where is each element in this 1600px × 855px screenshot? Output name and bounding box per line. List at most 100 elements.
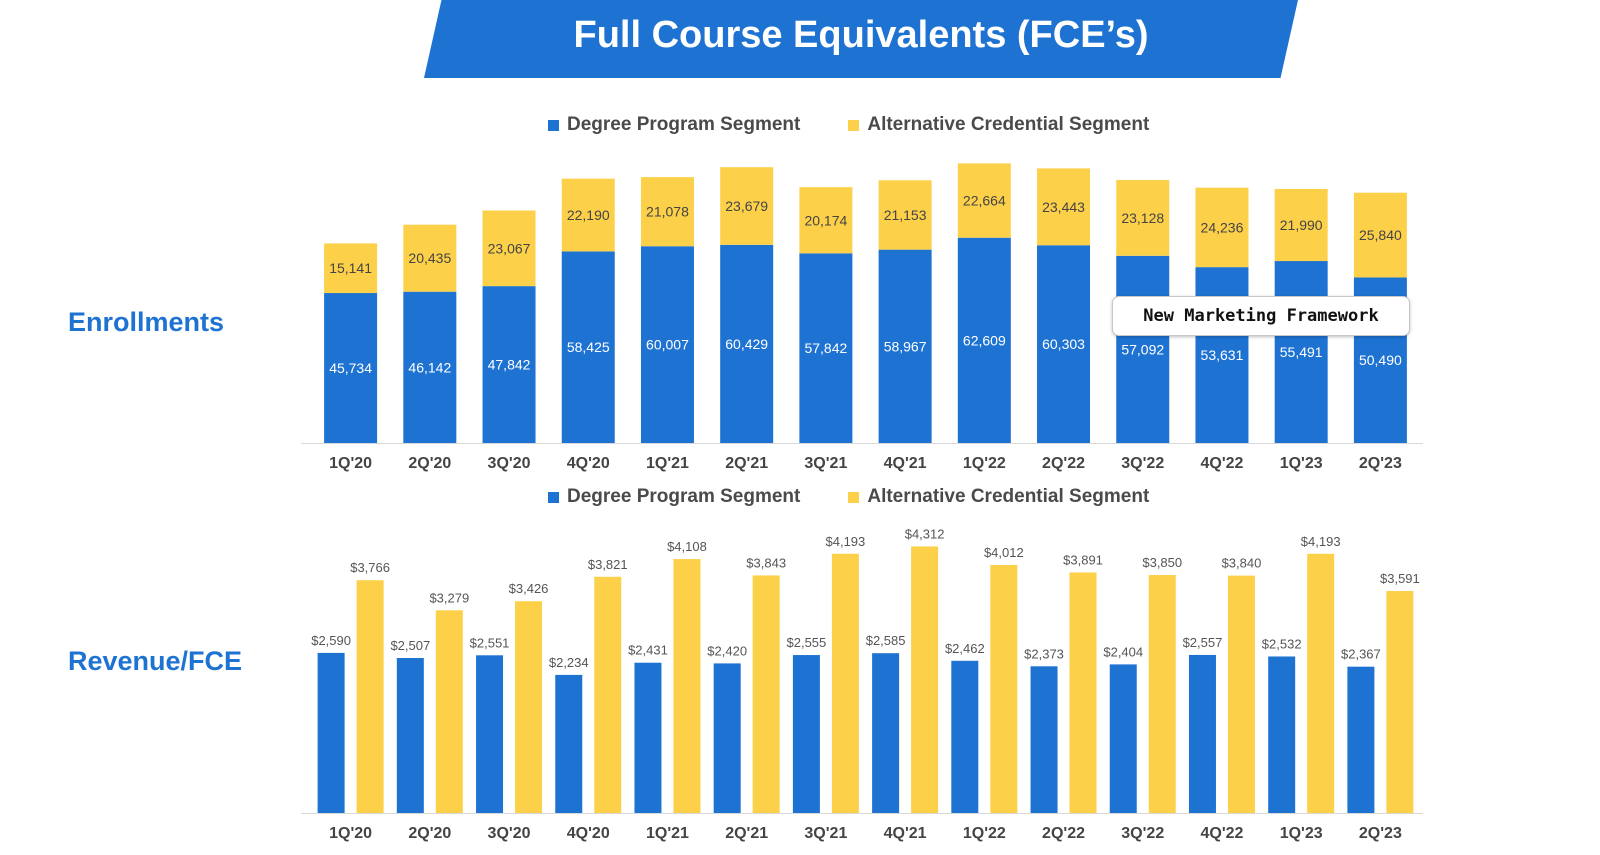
- data-label-alternative: 22,664: [963, 193, 1006, 209]
- x-tick-label: 3Q'20: [488, 455, 531, 472]
- bar-degree-4Q'20: [555, 674, 583, 813]
- x-tick-label: 4Q'22: [1200, 455, 1243, 472]
- bar-alternative-2Q'20: [403, 224, 457, 292]
- x-tick-label: 3Q'21: [804, 455, 847, 472]
- legend-alternative-label: Alternative Credential Segment: [867, 114, 1150, 135]
- x-tick-label: 2Q'23: [1359, 825, 1402, 842]
- data-label-degree: 55,491: [1280, 344, 1323, 360]
- page-title: Full Course Equivalents (FCE’s): [573, 14, 1149, 56]
- bar-degree-2Q'22: [1030, 666, 1058, 813]
- data-label-alternative: $3,843: [746, 555, 786, 570]
- revenue-chart: $2,590 $3,766 1Q'20 $2,507 $3,279 2Q'20 $2,551…: [301, 526, 1423, 842]
- bar-degree-3Q'20: [482, 286, 536, 443]
- bar-alternative-4Q'21: [878, 180, 932, 250]
- x-tick-label: 1Q'21: [646, 455, 689, 472]
- bar-alternative-1Q'21: [673, 559, 701, 813]
- legend-degree-label: Degree Program Segment: [567, 114, 801, 135]
- data-label-degree: 57,092: [1121, 341, 1164, 357]
- data-label-degree: $2,373: [1024, 646, 1064, 661]
- x-tick-label: 2Q'21: [725, 825, 768, 842]
- data-label-degree: $2,367: [1341, 647, 1381, 662]
- data-label-degree: 45,734: [329, 360, 372, 376]
- x-tick-label: 4Q'20: [567, 455, 610, 472]
- bar-degree-2Q'20: [396, 658, 424, 813]
- legend-alternative: Alternative Credential Segment: [848, 114, 1149, 136]
- bar-alternative-1Q'23: [1274, 188, 1328, 262]
- legend-swatch-yellow: [848, 119, 860, 131]
- bar-degree-1Q'22: [951, 660, 979, 813]
- data-label-degree: 53,631: [1201, 347, 1244, 363]
- x-tick-label: 1Q'20: [329, 825, 372, 842]
- data-label-alternative: 21,153: [884, 207, 927, 223]
- bar-alternative-2Q'22: [1037, 168, 1091, 246]
- bar-alternative-1Q'20: [324, 243, 378, 294]
- x-tick-label: 1Q'23: [1280, 455, 1323, 472]
- data-label-alternative: $3,426: [509, 581, 549, 596]
- bar-alternative-3Q'21: [831, 553, 859, 813]
- data-label-degree: $2,585: [866, 633, 906, 648]
- bar-degree-2Q'20: [403, 291, 457, 443]
- data-label-alternative: $3,821: [588, 557, 628, 572]
- data-label-degree: $2,420: [707, 643, 747, 658]
- bar-degree-1Q'20: [324, 293, 378, 443]
- bar-alternative-4Q'21: [911, 546, 939, 813]
- data-label-alternative: 20,435: [408, 250, 451, 266]
- legend-alternative-label: Alternative Credential Segment: [867, 486, 1150, 507]
- legend-degree-2: Degree Program Segment: [548, 486, 800, 508]
- data-label-degree: 60,429: [725, 336, 768, 352]
- x-tick-label: 2Q'20: [408, 825, 451, 842]
- bar-alternative-2Q'23: [1386, 591, 1414, 813]
- bar-degree-1Q'21: [640, 246, 694, 443]
- data-label-alternative: $4,193: [1301, 534, 1341, 549]
- bar-alternative-2Q'23: [1353, 192, 1407, 278]
- bar-alternative-1Q'23: [1307, 553, 1335, 813]
- bar-degree-4Q'21: [872, 653, 900, 813]
- data-label-alternative: 23,128: [1121, 210, 1164, 226]
- enrollments-chart: 45,734 15,141 1Q'20 46,142 20,435 2Q'20 47,842…: [301, 163, 1423, 472]
- bar-degree-2Q'22: [1037, 245, 1091, 443]
- legend-swatch-blue: [548, 119, 559, 131]
- bar-alternative-4Q'20: [561, 178, 615, 252]
- data-label-alternative: 23,443: [1042, 199, 1085, 215]
- data-label-degree: 50,490: [1359, 352, 1402, 368]
- data-label-degree: 57,842: [804, 340, 847, 356]
- data-label-alternative: $4,312: [905, 526, 945, 541]
- new-marketing-framework-callout: New Marketing Framework: [1112, 296, 1410, 336]
- x-tick-label: 2Q'22: [1042, 455, 1085, 472]
- bar-alternative-4Q'22: [1227, 575, 1255, 813]
- bar-degree-1Q'20: [317, 652, 345, 813]
- bar-alternative-2Q'20: [435, 610, 463, 813]
- data-label-alternative: $3,891: [1063, 552, 1103, 567]
- legend-swatch-yellow: [848, 491, 860, 503]
- bar-alternative-2Q'21: [720, 167, 774, 245]
- data-label-degree: 60,303: [1042, 336, 1085, 352]
- data-label-alternative: 25,840: [1359, 227, 1402, 243]
- bar-degree-3Q'22: [1109, 664, 1137, 813]
- data-label-alternative: 20,174: [804, 212, 847, 228]
- data-label-degree: 60,007: [646, 337, 689, 353]
- bar-alternative-2Q'22: [1069, 572, 1097, 813]
- data-label-alternative: 21,078: [646, 204, 689, 220]
- bar-degree-1Q'21: [634, 662, 662, 813]
- bar-degree-1Q'23: [1274, 261, 1328, 443]
- data-label-degree: $2,532: [1262, 636, 1302, 651]
- data-label-alternative: 15,141: [329, 260, 372, 276]
- bar-degree-3Q'22: [1116, 255, 1170, 443]
- bar-alternative-2Q'21: [752, 575, 780, 813]
- legend-swatch-blue: [548, 491, 559, 503]
- data-label-degree: $2,557: [1183, 635, 1223, 650]
- bar-alternative-3Q'20: [515, 601, 543, 813]
- legend-degree: Degree Program Segment: [548, 114, 800, 136]
- data-label-degree: $2,462: [945, 641, 985, 656]
- revenue-legend: Degree Program Segment Alternative Crede…: [548, 486, 1149, 508]
- bar-alternative-3Q'21: [799, 187, 853, 254]
- bar-degree-3Q'21: [792, 655, 820, 813]
- data-label-degree: $2,507: [390, 638, 430, 653]
- bar-degree-1Q'23: [1268, 656, 1296, 813]
- x-tick-label: 1Q'23: [1280, 825, 1323, 842]
- data-label-degree: 46,142: [408, 359, 451, 375]
- bar-alternative-4Q'20: [594, 576, 622, 813]
- data-label-alternative: $3,766: [350, 560, 390, 575]
- title-banner: Full Course Equivalents (FCE’s): [424, 0, 1298, 78]
- data-label-degree: 58,967: [884, 338, 927, 354]
